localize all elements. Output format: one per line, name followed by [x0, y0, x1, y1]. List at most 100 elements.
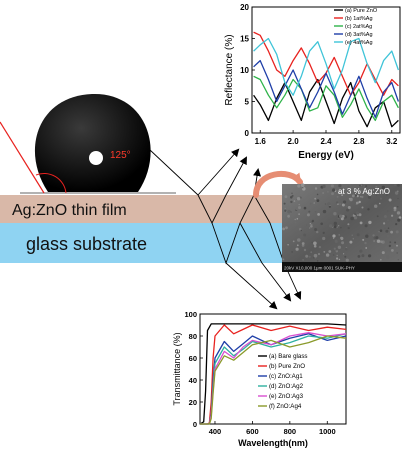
sem-grain: [358, 200, 361, 204]
sem-grain: [299, 227, 302, 231]
sem-grain: [297, 184, 301, 188]
sem-grain: [347, 206, 351, 209]
sem-grain: [301, 244, 305, 247]
sem-grain: [303, 233, 307, 237]
sem-grain: [397, 259, 399, 261]
transmittance-chart: 400 600 800 1000 0 20 40 60 80 100 Wavelength(nm) T…: [172, 310, 347, 448]
transmitted-ray-1: [225, 262, 278, 310]
sem-grain: [338, 184, 342, 188]
sem-grain: [298, 201, 300, 203]
reflected-ray-2: [197, 156, 247, 225]
sem-grain: [296, 244, 299, 247]
sem-grain: [314, 197, 317, 200]
sem-grain: [295, 206, 299, 211]
sem-grain: [398, 216, 402, 219]
sem-grain: [375, 185, 378, 188]
sem-grain: [383, 215, 387, 218]
series-line: [253, 37, 400, 96]
sem-grain: [337, 203, 339, 206]
sem-grain: [287, 244, 289, 246]
sem-grain: [333, 225, 337, 229]
sem-grain: [341, 194, 343, 197]
sem-grain: [368, 254, 372, 258]
sem-grain: [300, 183, 305, 187]
sem-grain: [384, 246, 388, 250]
x-tick-label: 800: [284, 427, 297, 436]
sem-grain: [393, 206, 397, 210]
y-tick-label: 100: [184, 310, 197, 319]
sem-grain: [395, 223, 398, 226]
sem-grain: [343, 253, 345, 255]
sem-grain: [360, 184, 363, 187]
sem-grain: [359, 221, 363, 225]
sem-grain: [361, 206, 364, 209]
transmitted-ray-2: [239, 222, 292, 302]
sem-grain: [365, 185, 368, 188]
legend-entry: (f) ZnO:Ag4: [269, 403, 302, 410]
sem-grain: [296, 197, 301, 201]
sem-grain: [337, 225, 340, 227]
sem-grain: [288, 203, 291, 206]
legend-entry: (e) 4at%Ag: [345, 40, 373, 46]
sem-grain: [376, 215, 379, 218]
sem-grain: [325, 253, 330, 257]
sem-grain: [340, 187, 343, 191]
sem-grain: [351, 234, 353, 236]
sem-grain: [396, 244, 398, 247]
x-tick-label: 2.8: [353, 137, 365, 146]
sem-pointer-arrow: [253, 171, 303, 198]
sem-grain: [309, 227, 311, 229]
sem-grain: [331, 192, 334, 196]
sem-grain: [284, 195, 288, 199]
sem-grain: [388, 198, 392, 202]
sem-grain: [376, 239, 381, 243]
x-tick-label: 600: [246, 427, 259, 436]
contact-angle-label: 125°: [110, 150, 131, 161]
tangent-line: [0, 121, 45, 194]
sem-grain: [287, 214, 290, 218]
sem-grain: [301, 242, 305, 245]
sem-grain: [287, 209, 291, 214]
sem-grain: [322, 192, 324, 194]
sem-grain: [338, 234, 341, 236]
x-tick-label: 3.2: [386, 137, 398, 146]
sem-grain: [313, 241, 317, 246]
sem-grain: [394, 241, 397, 244]
sem-grain: [308, 255, 311, 258]
sem-grain: [341, 214, 345, 218]
sem-grain: [386, 187, 389, 190]
sem-grain: [303, 248, 307, 252]
sem-grain: [357, 214, 359, 216]
sem-grain: [393, 208, 397, 212]
sem-grain: [366, 232, 369, 235]
sem-grain: [332, 254, 335, 256]
sem-grain: [308, 210, 311, 213]
sem-grain: [335, 250, 337, 252]
sem-grain: [379, 229, 383, 232]
sem-grain: [389, 241, 392, 244]
sem-grain: [292, 240, 295, 243]
y-tick-label: 60: [189, 354, 197, 363]
sem-grain: [314, 257, 316, 259]
reflectance-chart: 1.6 2.0 2.4 2.8 3.2 0 5 10 15 20 Energy (eV) Reflec…: [224, 3, 401, 161]
sem-grain: [394, 184, 397, 187]
sem-grain: [396, 211, 401, 215]
sem-grain: [332, 237, 335, 239]
sem-grain: [284, 209, 287, 212]
sem-grain: [384, 227, 386, 230]
sem-grain: [330, 201, 332, 203]
sem-grain: [368, 220, 372, 225]
sem-grain: [293, 200, 296, 202]
sem-grain: [378, 231, 380, 233]
y-tick-label: 5: [245, 98, 250, 107]
sem-grain: [397, 197, 399, 200]
legend-entry: (d) ZnO:Ag2: [269, 383, 304, 390]
sem-grain: [355, 194, 357, 197]
sem-grain: [355, 201, 359, 205]
sem-grain: [338, 258, 341, 261]
sem-grain: [306, 213, 310, 217]
sem-grain: [359, 189, 362, 192]
sem-grain: [386, 234, 390, 238]
sem-grain: [340, 217, 344, 221]
sem-grain: [387, 227, 390, 229]
